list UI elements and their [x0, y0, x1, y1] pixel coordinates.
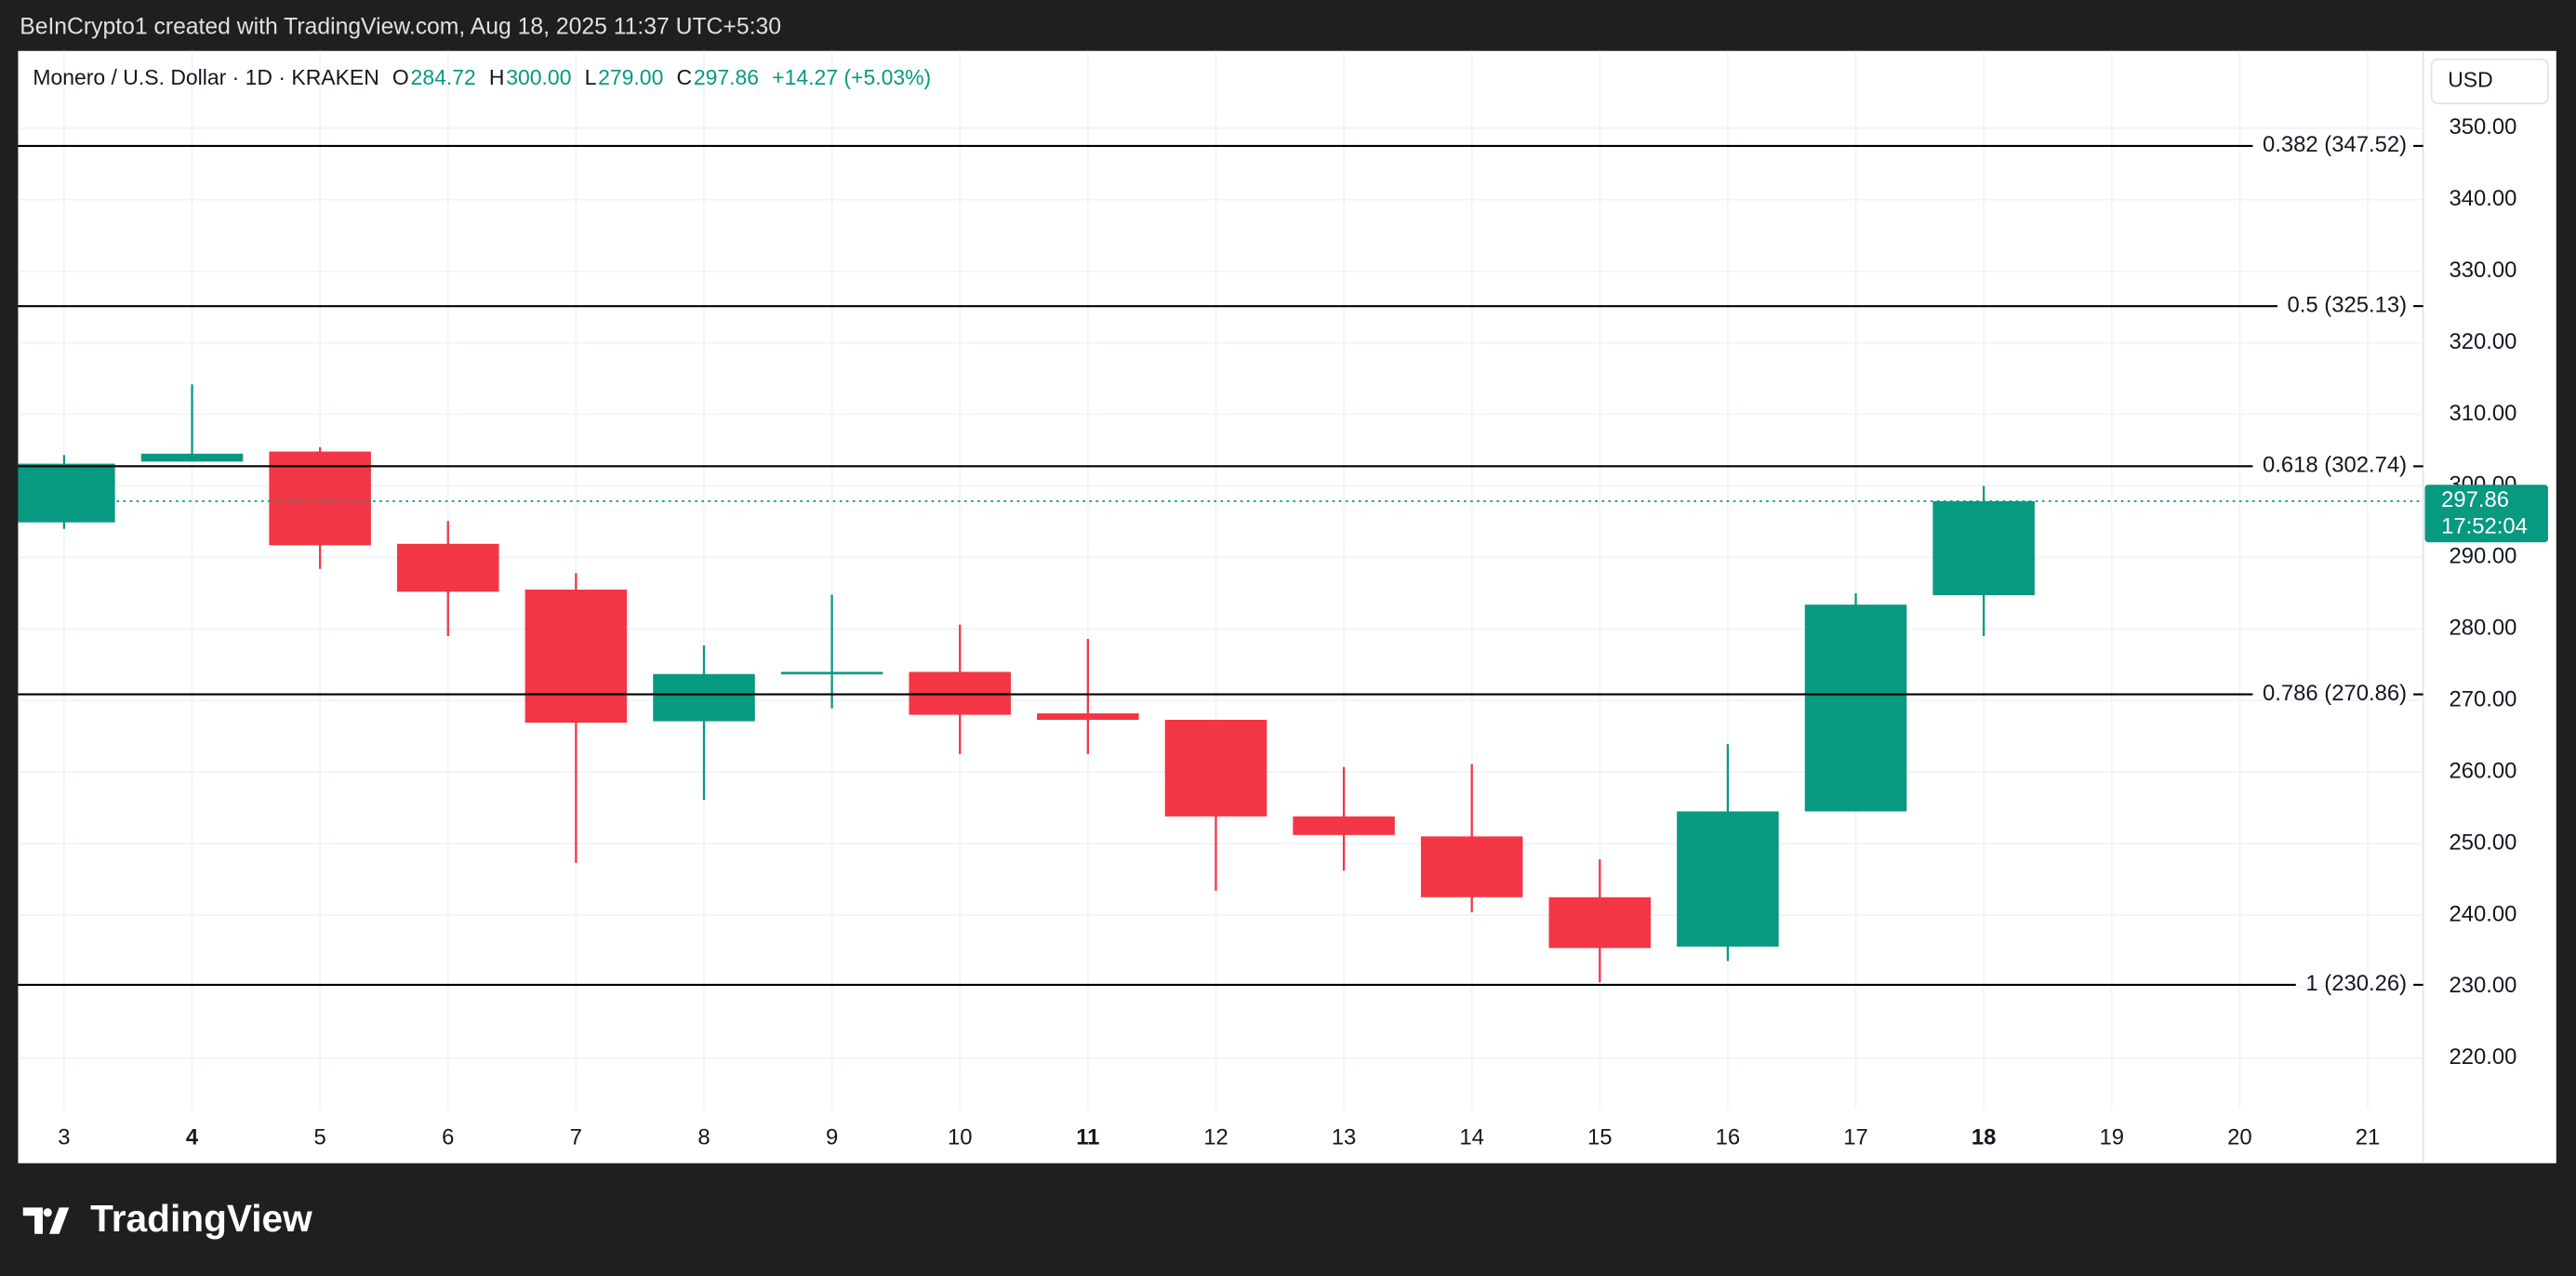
y-tick-label: 220.00 [2449, 1044, 2516, 1070]
x-tick-label: 3 [58, 1125, 70, 1150]
x-tick-label: 19 [2099, 1125, 2124, 1150]
logo-dot [43, 1208, 52, 1217]
x-tick-label: 11 [1076, 1125, 1099, 1150]
ohlc-value: 297.86 [694, 65, 759, 89]
y-tick-label: 270.00 [2449, 687, 2516, 712]
y-tick-label: 230.00 [2449, 973, 2516, 998]
x-tick-label: 8 [697, 1125, 710, 1150]
logo-icon [22, 1207, 70, 1234]
candle-body [1293, 816, 1395, 835]
y-tick-label: 290.00 [2449, 544, 2516, 569]
symbol: Monero / U.S. Dollar · 1D · KRAKEN [33, 65, 378, 89]
candle-body [1164, 719, 1268, 817]
x-tick-label: 16 [1716, 1125, 1741, 1150]
y-tick-label: 280.00 [2449, 616, 2516, 641]
candle-body [1677, 811, 1779, 947]
candle-body [780, 671, 883, 675]
change: +14.27 (+5.03%) [772, 65, 931, 89]
y-tick-label: 320.00 [2449, 329, 2516, 354]
y-tick-label: 330.00 [2449, 258, 2516, 283]
candle-body [140, 453, 244, 462]
grid: 220.00 230.00 240.00 250.00 260.00 270.00 280.… [18, 50, 2516, 1150]
y-tick-label: 350.00 [2449, 114, 2516, 140]
ohlc-key: H [489, 65, 505, 89]
candle-body [1037, 713, 1139, 720]
y-tick-label: 260.00 [2449, 758, 2516, 783]
ohlc-value: 279.00 [598, 65, 663, 89]
ohlc-legend: O 284.72 H 300.00 L 279.00 C 297.86 +14.27 (+5.0… [392, 65, 931, 89]
brand: TradingView [90, 1197, 312, 1240]
price-label: 297.86 [2441, 487, 2509, 512]
ohlc-value: 300.00 [506, 65, 571, 89]
x-tick-label: 18 [1972, 1125, 1997, 1150]
x-tick-label: 20 [2227, 1125, 2252, 1150]
candle-body [653, 673, 755, 722]
x-tick-label: 17 [1843, 1125, 1868, 1150]
currency: USD [2448, 68, 2492, 92]
chart-panel [18, 50, 2556, 1163]
x-tick-label: 9 [826, 1125, 838, 1150]
overlay: 0.382 (347.52) 0.5 (325.13) 0.618 (302.74)… [18, 132, 2548, 996]
x-tick-label: 10 [948, 1125, 973, 1150]
x-tick-label: 21 [2356, 1125, 2381, 1150]
candle-body [18, 463, 115, 523]
candle-body [1548, 897, 1652, 949]
countdown: 17:52:04 [2441, 513, 2528, 538]
ohlc-value: 284.72 [411, 65, 476, 89]
candle-body [1804, 605, 1907, 812]
attribution: BeInCrypto1 created with TradingView.com… [20, 15, 781, 40]
fib-label: 1 (230.26) [2305, 971, 2407, 996]
plot [18, 384, 2035, 983]
x-tick-label: 4 [186, 1125, 199, 1150]
x-tick-label: 5 [314, 1125, 326, 1150]
fib-label: 0.5 (325.13) [2288, 292, 2408, 317]
candle-body [1932, 500, 2035, 595]
x-tick-label: 12 [1203, 1125, 1228, 1150]
price-label-box [2424, 485, 2548, 543]
fib-label: 0.382 (347.52) [2263, 132, 2407, 157]
x-tick-label: 13 [1332, 1125, 1357, 1150]
candle-body [524, 589, 628, 724]
y-tick-label: 340.00 [2449, 186, 2516, 211]
ohlc-key: C [676, 65, 692, 89]
y-tick-label: 240.00 [2449, 901, 2516, 926]
ohlc-key: L [585, 65, 597, 89]
x-tick-label: 6 [442, 1125, 454, 1150]
candle-body [909, 671, 1011, 715]
y-tick-label: 250.00 [2449, 830, 2516, 855]
fib-label: 0.618 (302.74) [2263, 453, 2407, 478]
ohlc-key: O [392, 65, 409, 89]
candle-body [396, 543, 499, 592]
x-tick-label: 15 [1587, 1125, 1613, 1150]
x-tick-label: 7 [570, 1125, 582, 1150]
y-tick-label: 310.00 [2449, 401, 2516, 426]
currency-box [2430, 58, 2549, 105]
brand-logo: TradingView [22, 1197, 312, 1240]
fib-label: 0.786 (270.86) [2263, 681, 2407, 706]
x-tick-label: 14 [1459, 1125, 1484, 1150]
candle-body [1420, 836, 1523, 897]
